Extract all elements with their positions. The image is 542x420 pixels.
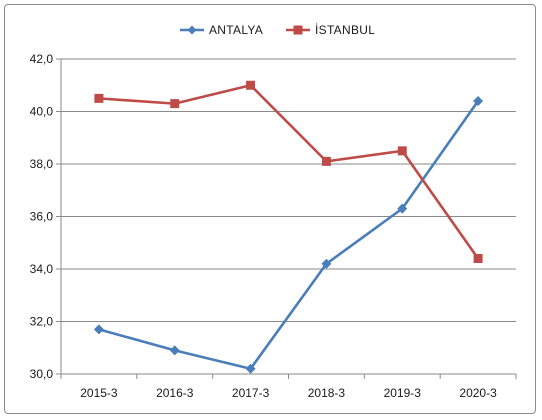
series-line-i-stanbul [98,83,480,260]
x-tick-labels: 2015-3 2016-3 2017-3 2018-3 2019-3 2020-3 [80,386,497,400]
y-tick-label: 40,0 [30,105,54,119]
y-tick-label: 42,0 [30,52,54,66]
data-point-i-stanbul [397,146,407,156]
x-tick-label: 2018-3 [308,386,346,400]
legend-marker-i-stanbul [293,25,303,35]
legend-label-i-stanbul: İSTANBUL [315,23,375,37]
series-lines [93,80,484,374]
data-point-i-stanbul [170,99,180,109]
y-tick-labels: 30,0 32,0 34,0 36,0 38,0 40,0 42,0 [30,52,54,381]
x-tick-label: 2016-3 [156,386,194,400]
y-tick-label: 38,0 [30,157,54,171]
x-tick-label: 2020-3 [459,386,497,400]
data-point-antalya [245,363,256,374]
data-point-i-stanbul [473,254,483,263]
data-point-antalya [473,96,484,106]
data-point-antalya [93,324,104,335]
x-tick-label: 2017-3 [232,386,270,400]
legend-label-antalya: ANTALYA [209,23,263,37]
axes [56,58,517,379]
y-tick-label: 30,0 [30,367,54,381]
y-tick-label: 34,0 [30,262,54,276]
legend: ANTALYA İSTANBUL [180,23,375,37]
y-tick-label: 32,0 [30,315,54,329]
legend-marker-antalya [187,25,197,35]
y-tick-label: 36,0 [30,210,54,224]
data-point-antalya [321,258,332,269]
data-point-antalya [169,345,180,356]
series-line-antalya [98,100,480,371]
chart-frame [4,4,536,414]
x-tick-label: 2019-3 [384,386,422,400]
data-point-i-stanbul [246,80,256,90]
data-point-antalya [397,203,408,214]
x-tick-label: 2015-3 [80,386,118,400]
data-point-i-stanbul [321,156,331,166]
data-point-i-stanbul [94,93,104,103]
